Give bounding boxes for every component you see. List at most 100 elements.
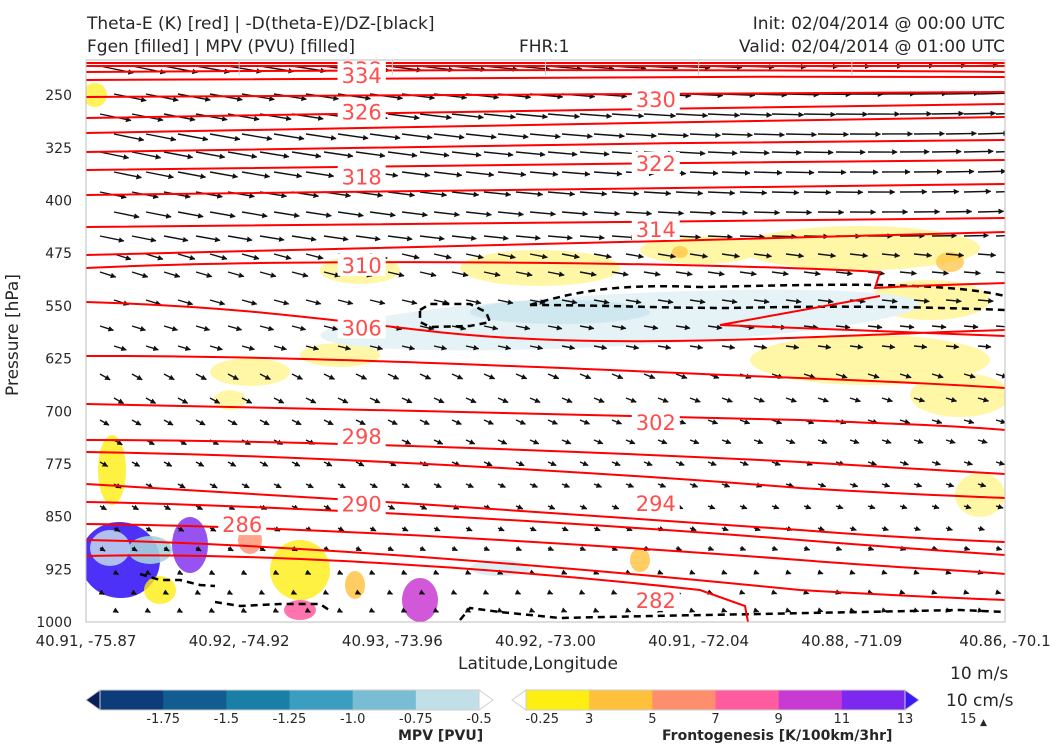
wind-vector [240, 607, 247, 613]
wind-vector [945, 130, 977, 137]
wind-vector [177, 171, 207, 179]
wind-vector [913, 569, 920, 575]
wind-vector [753, 344, 768, 350]
wind-vector [720, 607, 728, 613]
wind-vector [707, 504, 716, 510]
wind-vector [561, 171, 591, 177]
wind-vector [579, 460, 589, 467]
wind-vector [817, 397, 829, 403]
wind-vector [483, 235, 509, 241]
wind-vector [561, 569, 568, 575]
dtheta-dz-contours [139, 283, 1005, 621]
wind-vector [610, 589, 618, 595]
wind-vector [835, 270, 853, 277]
wind-vector [675, 190, 704, 196]
wind-vector [273, 482, 282, 489]
wind-vector [547, 545, 555, 551]
wind-vector [611, 504, 620, 510]
wind-vector [368, 569, 376, 575]
wind-vector [881, 397, 894, 403]
wind-vector [433, 569, 440, 575]
wind-vector [483, 325, 499, 331]
wind-vector [707, 324, 723, 331]
wind-vector [593, 170, 623, 177]
fgen-area [630, 548, 650, 572]
wind-vector [145, 397, 157, 404]
wind-vector [945, 525, 953, 532]
colorbar-segment [352, 690, 417, 710]
colorbar-segment [652, 690, 716, 710]
wind-vector [323, 325, 339, 331]
wind-vector [899, 324, 915, 330]
wind-vector [707, 545, 715, 551]
wind-vector [241, 482, 250, 489]
wind-vector [931, 270, 949, 276]
theta-e-label: 306 [342, 316, 382, 340]
wind-vector [336, 569, 344, 575]
wind-vector [689, 210, 717, 216]
wind-vector [721, 253, 741, 259]
wind-vector [259, 325, 275, 332]
wind-vector [771, 149, 802, 156]
wind-vector [177, 253, 196, 261]
wind-vector [113, 211, 140, 219]
wind-vector [496, 607, 504, 613]
wind-vector [547, 504, 556, 510]
wind-vector [977, 297, 994, 304]
wind-vector [99, 271, 117, 279]
wind-vector [899, 270, 917, 276]
wind-vector [259, 545, 266, 552]
wind-vector [515, 504, 524, 510]
x-tick-label: 40.91, -75.87 [36, 632, 137, 650]
wind-vector [643, 112, 677, 119]
x-tick-label: 40.92, -74.92 [189, 632, 290, 650]
wind-vector [579, 190, 608, 197]
wind-vector [259, 235, 285, 242]
wind-vector [529, 133, 561, 140]
wind-vector [721, 132, 753, 138]
wind-vector [401, 482, 410, 489]
wind-vector [721, 525, 729, 532]
wind-vector [99, 325, 114, 332]
theta-e-label-bg [631, 588, 680, 611]
wind-vector [515, 271, 533, 278]
wind-vector [209, 482, 218, 489]
wind-vector [579, 234, 605, 241]
wind-vector [977, 343, 992, 350]
wind-vector [112, 607, 119, 614]
wind-legend-arrow-icon: ▲ [980, 718, 987, 728]
wind-vector [483, 191, 512, 198]
theta-e-contour [86, 539, 1005, 601]
wind-vector [977, 168, 1005, 175]
wind-vector [611, 373, 624, 380]
wind-vector [739, 545, 747, 551]
wind-vector [529, 526, 537, 532]
wind-vector [643, 373, 656, 380]
wind-vector [400, 607, 408, 613]
fgen-area [214, 390, 246, 410]
colorbars: -1.75 -1.5 -1.25 -1.0 -0.75 -0.5 -0.25 3 5 7 9 11 13… [85, 689, 976, 727]
wind-vector [451, 191, 480, 198]
wind-vector [273, 211, 300, 219]
wind-vector [785, 209, 813, 216]
wind-vector [529, 397, 541, 403]
wind-vector [369, 345, 384, 351]
wind-vector [625, 132, 657, 139]
wind-vector [593, 526, 601, 532]
wind-vector [291, 151, 322, 159]
wind-vector [483, 545, 490, 552]
wind-vector [401, 397, 413, 404]
wind-vector [465, 171, 495, 178]
wind-vector [753, 169, 783, 176]
wind-vector [578, 589, 586, 595]
wind-vector [977, 208, 1005, 215]
init-time-label: Init: 02/04/2014 @ 00:00 UTC [752, 14, 1005, 34]
theta-e-label-bg [631, 151, 680, 174]
wind-vector [209, 345, 223, 351]
wind-vector [515, 151, 546, 158]
wind-vector [226, 589, 233, 595]
wind-vector [482, 589, 490, 595]
wind-vector [579, 545, 587, 551]
wind-vector [963, 188, 992, 195]
wind-vector [995, 460, 1005, 466]
